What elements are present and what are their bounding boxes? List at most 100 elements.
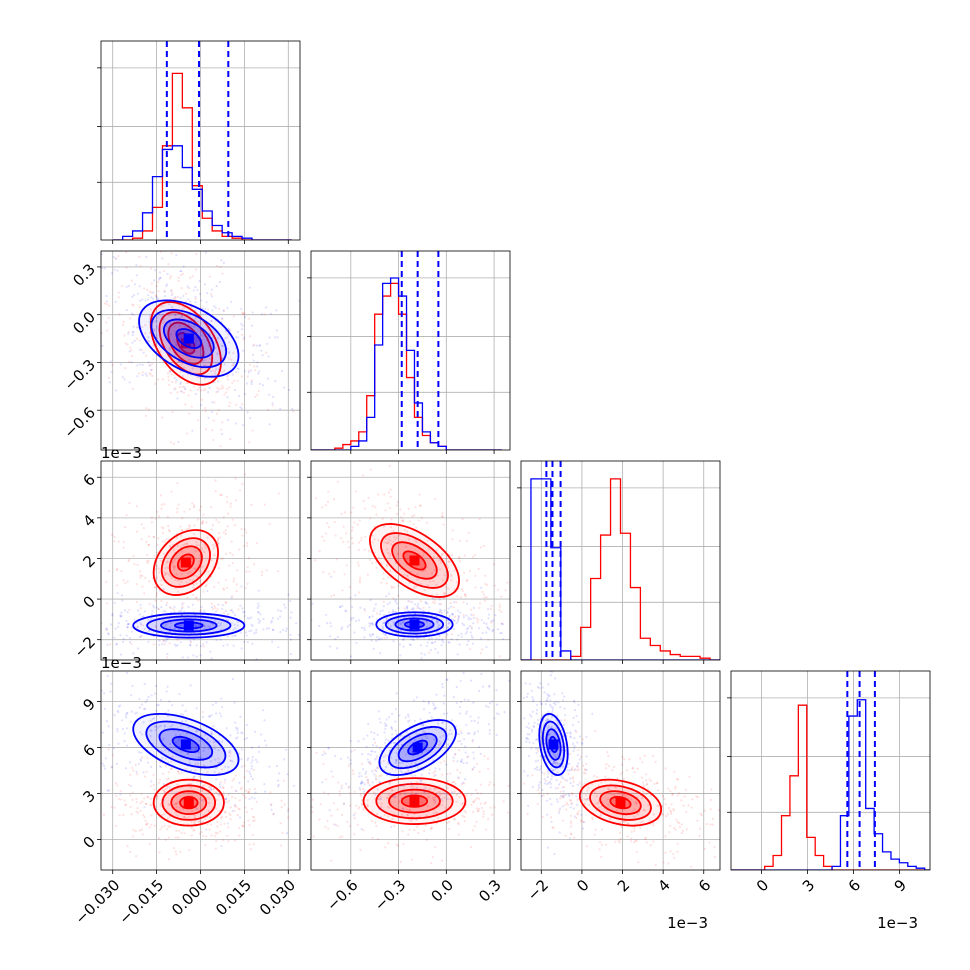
blue-sample-point [369, 753, 372, 756]
red-sample-point [388, 555, 392, 558]
red-sample-point [232, 352, 235, 355]
red-sample-point [458, 749, 461, 752]
red-sample-point [265, 351, 268, 354]
blue-sample-point [154, 684, 157, 688]
red-sample-point [440, 561, 443, 564]
blue-sample-point [102, 764, 106, 767]
red-sample-point [155, 594, 158, 597]
red-sample-point [336, 480, 339, 483]
blue-sample-point [174, 341, 177, 344]
red-sample-point [680, 823, 683, 826]
blue-sample-point [502, 637, 505, 641]
red-sample-point [687, 804, 690, 807]
blue-sample-point [258, 382, 262, 386]
red-sample-point [226, 378, 229, 381]
blue-sample-point [465, 628, 469, 631]
red-sample-point [571, 766, 574, 769]
blue-sample-point [576, 783, 579, 786]
red-sample-point [153, 788, 156, 791]
red-sample-point [450, 575, 453, 578]
red-sample-point [254, 395, 257, 399]
red-sample-point [401, 830, 404, 833]
blue-sample-point [464, 778, 467, 781]
blue-sample-point [327, 746, 330, 749]
blue-sample-point [428, 772, 431, 775]
red-sample-point [216, 351, 219, 354]
red-sample-point [217, 757, 220, 760]
blue-sample-point [534, 760, 537, 763]
red-sample-point [471, 740, 474, 743]
blue-sample-point [389, 756, 392, 759]
blue-sample-point [132, 652, 135, 655]
blue-sample-point [173, 351, 176, 354]
red-sample-point [353, 748, 356, 752]
red-sample-point [149, 803, 152, 806]
blue-sample-point [242, 610, 245, 613]
red-sample-point [482, 815, 485, 818]
red-sample-point [476, 792, 479, 795]
y-tick-label: 4 [80, 511, 99, 530]
red-sample-point [222, 309, 226, 312]
red-sample-point [605, 763, 608, 766]
red-sample-point [233, 577, 236, 580]
blue-sample-point [349, 739, 352, 743]
red-sample-point [393, 586, 396, 589]
red-sample-point [477, 618, 480, 622]
blue-sample-point [404, 716, 407, 719]
red-sample-point [312, 835, 315, 838]
red-sample-point [330, 814, 333, 817]
blue-sample-point [550, 767, 553, 770]
blue-sample-point [241, 349, 245, 352]
blue-sample-point [358, 772, 361, 775]
blue-sample-point [179, 381, 183, 384]
red-sample-point [146, 288, 149, 291]
red-sample-point [398, 799, 401, 803]
blue-sample-point [159, 277, 162, 280]
blue-sample-point [285, 627, 288, 630]
blue-sample-point [130, 630, 133, 633]
blue-sample-point [238, 781, 241, 784]
blue-sample-point [247, 757, 250, 760]
blue-sample-point [214, 346, 217, 350]
red-sample-point [177, 503, 180, 506]
red-sample-point [573, 769, 576, 772]
blue-sample-point [390, 737, 394, 740]
blue-sample-point [152, 328, 155, 331]
blue-sample-point [150, 729, 153, 732]
red-sample-point [572, 780, 575, 783]
blue-sample-point [105, 627, 108, 630]
red-sample-point [476, 809, 480, 813]
blue-sample-point [551, 762, 555, 765]
red-sample-point [391, 789, 394, 792]
red-sample-point [621, 755, 624, 759]
red-sample-point [163, 643, 166, 646]
blue-sample-point [412, 608, 415, 611]
blue-sample-point [436, 620, 439, 623]
blue-sample-point [316, 365, 318, 367]
blue-sample-point [456, 609, 459, 612]
x-tick-label: 0 [753, 876, 772, 895]
blue-sample-point [165, 690, 168, 693]
blue-sample-point [406, 782, 409, 785]
blue-sample-point [382, 755, 386, 759]
blue-sample-point [130, 361, 133, 364]
blue-sample-point [399, 622, 403, 626]
blue-sample-point [374, 777, 377, 780]
blue-sample-point [436, 651, 439, 654]
blue-sample-point [148, 629, 151, 632]
blue-sample-point [144, 299, 147, 302]
blue-sample-point [411, 783, 414, 786]
red-sample-point [665, 815, 668, 818]
histogram-panel [311, 251, 510, 450]
blue-sample-point [150, 694, 153, 697]
red-sample-point [113, 806, 116, 809]
red-sample-point [163, 269, 166, 273]
red-sample-point [231, 779, 234, 782]
blue-sample-point [169, 290, 173, 293]
blue-sample-point [175, 644, 178, 648]
red-sample-point [192, 821, 195, 824]
blue-sample-point [161, 318, 164, 321]
blue-sample-point [420, 652, 423, 655]
blue-sample-point [133, 618, 136, 621]
red-sample-point [107, 570, 111, 573]
